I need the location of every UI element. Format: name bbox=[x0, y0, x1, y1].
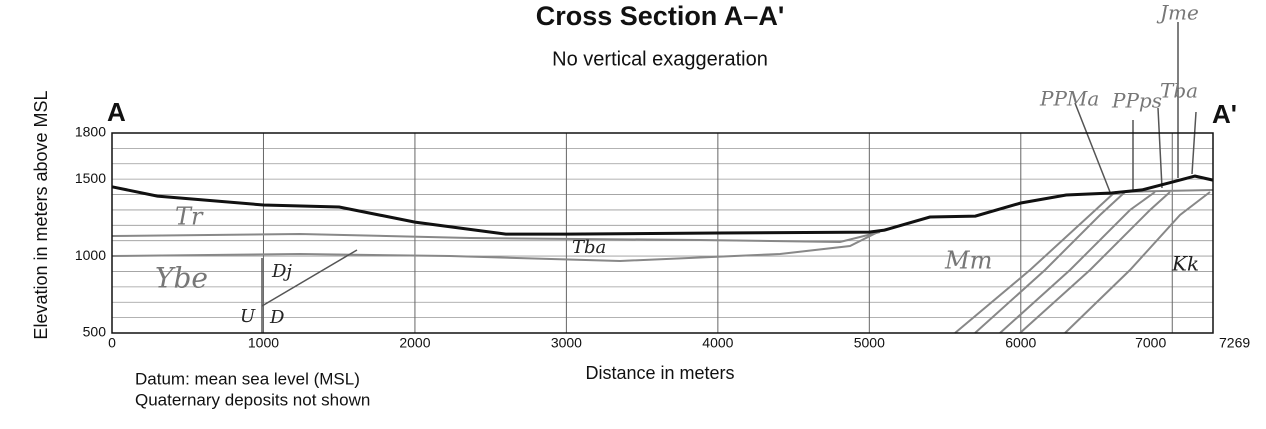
unit-label: Kk bbox=[1171, 252, 1199, 276]
leader-line bbox=[1074, 22, 1197, 193]
y-tick-label: 500 bbox=[83, 324, 107, 340]
x-tick-label: 5000 bbox=[854, 335, 885, 351]
x-tick-label: 7000 bbox=[1135, 335, 1166, 351]
contact-line bbox=[999, 191, 1156, 334]
fault-label: U bbox=[240, 306, 256, 327]
section-end: A' bbox=[1212, 99, 1237, 129]
unit-label: Ybe bbox=[155, 262, 208, 295]
note: Datum: mean sea level (MSL) bbox=[135, 369, 360, 388]
contact-line bbox=[1064, 191, 1211, 334]
x-tick-label: 4000 bbox=[702, 335, 733, 351]
y-tick-label: 1000 bbox=[75, 247, 106, 263]
contacts bbox=[111, 22, 1214, 334]
contact-line bbox=[111, 229, 883, 263]
x-tick-label: 2000 bbox=[399, 335, 430, 351]
unit-label: Tba bbox=[1160, 79, 1198, 103]
x-tick-label: 6000 bbox=[1005, 335, 1036, 351]
x-tick-label: 3000 bbox=[551, 335, 582, 351]
section-end: A bbox=[107, 97, 126, 127]
contact-line bbox=[974, 191, 1126, 334]
contact-line bbox=[261, 249, 358, 307]
y-axis-label: Elevation in meters above MSL bbox=[31, 90, 51, 339]
unit-label: Mm bbox=[944, 247, 992, 275]
contact-line bbox=[1019, 191, 1171, 334]
unit-label: Jme bbox=[1156, 1, 1199, 25]
note: Quaternary deposits not shown bbox=[135, 390, 370, 409]
topographic-profile bbox=[111, 174, 1214, 236]
x-tick-label: 0 bbox=[108, 335, 116, 351]
x-tick-label: 1000 bbox=[248, 335, 279, 351]
plot-frame bbox=[111, 132, 1214, 334]
title: Cross Section A–A' bbox=[536, 1, 784, 31]
fault-label: D bbox=[269, 307, 285, 328]
unit-label: PPps bbox=[1111, 89, 1162, 113]
unit-label: PPMa bbox=[1039, 87, 1099, 111]
contact-line bbox=[111, 231, 881, 244]
y-tick-label: 1500 bbox=[75, 170, 106, 186]
y-tick-label: 1800 bbox=[75, 124, 106, 140]
unit-label: Dj bbox=[271, 261, 292, 282]
unit-label: Tba bbox=[572, 237, 606, 258]
x-tick-label: 7269 bbox=[1219, 335, 1250, 351]
contact-line bbox=[954, 191, 1116, 334]
subtitle: No vertical exaggeration bbox=[552, 48, 768, 70]
x-axis-label: Distance in meters bbox=[585, 363, 734, 383]
unit-label: Tr bbox=[175, 203, 204, 231]
